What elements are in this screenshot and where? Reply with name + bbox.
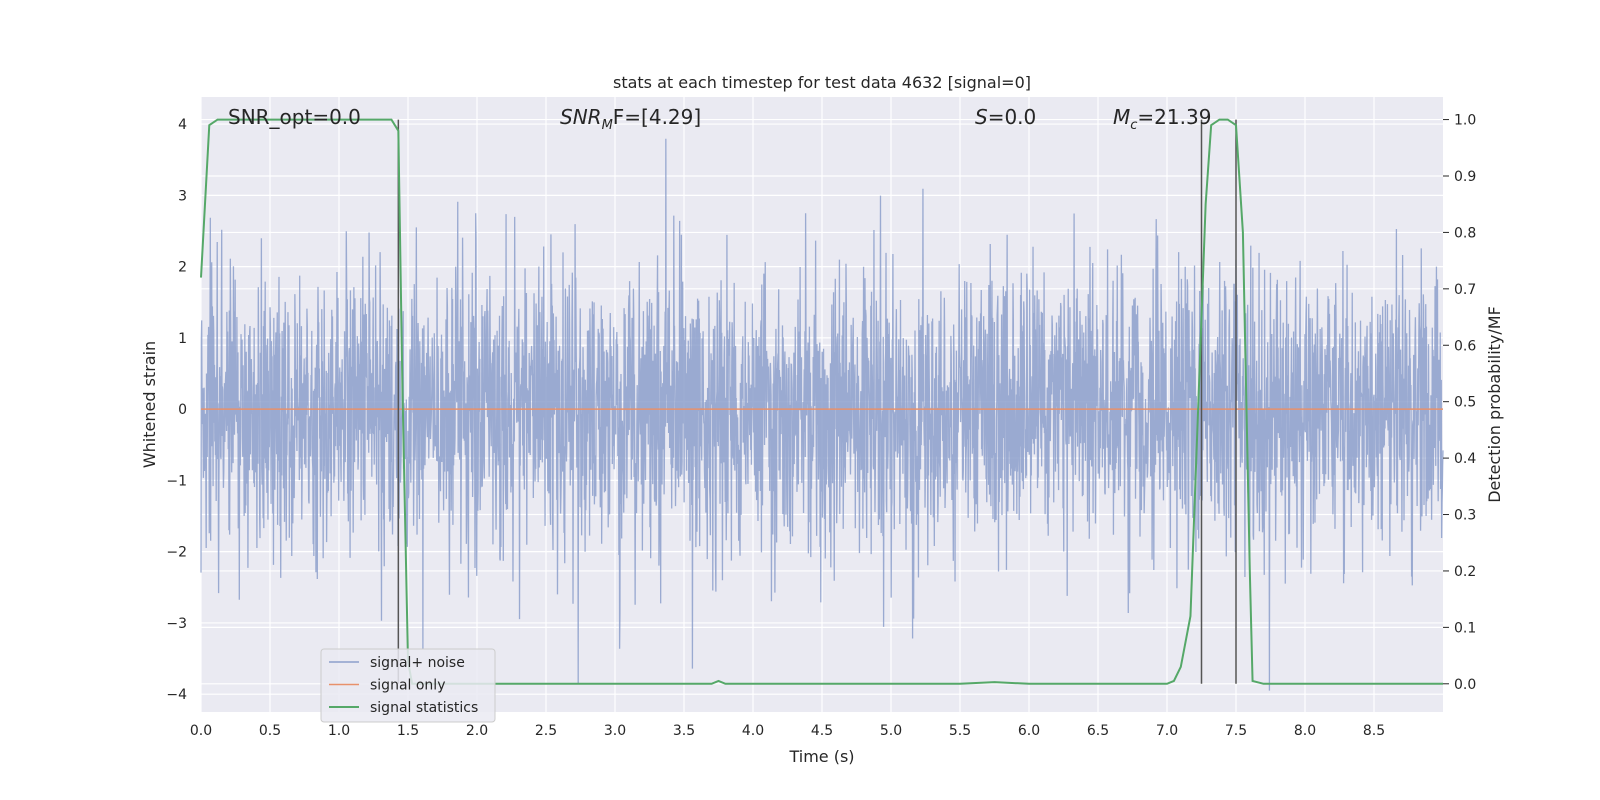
legend-label-noise: signal+ noise — [370, 655, 465, 671]
x-tick-label: 7.5 — [1225, 723, 1247, 739]
annotation-snr-opt: SNR_opt=0.0 — [228, 105, 361, 129]
x-tick-label: 6.0 — [1018, 723, 1040, 739]
chart-title: stats at each timestep for test data 463… — [613, 73, 1031, 92]
y-left-tick-label: 4 — [178, 117, 187, 133]
y-left-tick-label: 1 — [178, 331, 187, 347]
annotation-snr-mf-sub: M — [602, 118, 613, 133]
y-left-tick-label: −2 — [166, 545, 187, 561]
y-right-tick-label: 0.8 — [1454, 225, 1476, 241]
x-tick-label: 3.0 — [604, 723, 626, 739]
annotation-mc-base: M — [1113, 105, 1130, 129]
x-tick-label: 1.5 — [397, 723, 419, 739]
annotation-snr-mf-base: SNR — [560, 105, 602, 129]
annotation-s: S=0.0 — [975, 105, 1036, 129]
y-left-tick-label: −1 — [166, 473, 187, 489]
legend: signal+ noise signal only signal statist… — [320, 648, 496, 723]
annotation-s-var: S — [975, 105, 988, 129]
x-tick-label: 0.5 — [259, 723, 281, 739]
annotation-snr-mf: SNRMF=[4.29] — [560, 105, 701, 133]
annotation-mc-rest: =21.39 — [1137, 105, 1211, 129]
y-right-tick-label: 0.3 — [1454, 508, 1476, 524]
y-right-tick-label: 0.1 — [1454, 620, 1476, 636]
y-left-tick-label: 2 — [178, 260, 187, 276]
annotation-mc: Mc=21.39 — [1113, 105, 1211, 133]
x-tick-label: 0.0 — [190, 723, 212, 739]
x-tick-label: 8.0 — [1294, 723, 1316, 739]
y-right-tick-label: 0.7 — [1454, 282, 1476, 298]
legend-label-signal: signal only — [370, 678, 445, 694]
x-tick-label: 4.5 — [811, 723, 833, 739]
annotation-snr-mf-rest: F=[4.29] — [613, 105, 701, 129]
statistics-series — [200, 118, 1443, 685]
legend-box — [320, 648, 496, 723]
y-right-tick-label: 0.9 — [1454, 169, 1476, 185]
x-axis-label: Time (s) — [788, 747, 854, 766]
y-axis-right-label: Detection probability/MF — [1485, 306, 1504, 503]
y-axis-left-label: Whitened strain — [140, 341, 159, 468]
vertical-markers — [397, 119, 1237, 684]
x-tick-label: 6.5 — [1087, 723, 1109, 739]
y-right-tick-label: 0.6 — [1454, 338, 1476, 354]
y-right-tick-label: 0.5 — [1454, 395, 1476, 411]
x-tick-label: 4.0 — [742, 723, 764, 739]
y-left-tick-label: 0 — [178, 402, 187, 418]
x-tick-label: 8.5 — [1363, 723, 1385, 739]
annotation-mc-sub: c — [1130, 118, 1137, 133]
y-right-tick-label: 0.2 — [1454, 564, 1476, 580]
y-left-tick-label: −4 — [166, 687, 187, 703]
y-right-tick-label: 0.4 — [1454, 451, 1476, 467]
y-left-tick-label: 3 — [178, 188, 187, 204]
x-tick-label: 2.5 — [535, 723, 557, 739]
x-tick-label: 5.0 — [880, 723, 902, 739]
y-right-tick-label: 0.0 — [1454, 677, 1476, 693]
y-right-tick-label: 1.0 — [1454, 113, 1476, 129]
x-tick-label: 1.0 — [328, 723, 350, 739]
tick-layer: 0.0 0.5 1.0 1.5 2.0 2.5 3.0 3.5 4.0 4.5 5.0 5.5 6.0 6… — [166, 113, 1476, 739]
legend-label-stats: signal statistics — [370, 700, 478, 716]
annotation-s-rest: =0.0 — [988, 105, 1037, 129]
x-tick-label: 3.5 — [673, 723, 695, 739]
x-tick-label: 5.5 — [949, 723, 971, 739]
y-left-tick-label: −3 — [166, 616, 187, 632]
statistics-line — [200, 118, 1443, 685]
x-tick-label: 7.0 — [1156, 723, 1178, 739]
x-tick-label: 2.0 — [466, 723, 488, 739]
